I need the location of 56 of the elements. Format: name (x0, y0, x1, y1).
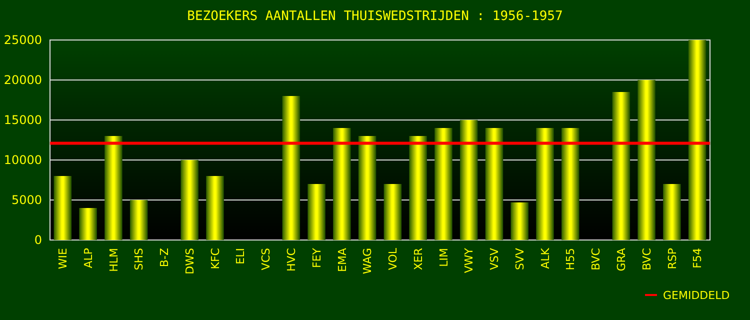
bar (308, 184, 326, 240)
x-tick-label: RSP (666, 248, 679, 270)
bar (358, 136, 376, 240)
bar (510, 202, 528, 240)
x-tick-label: H55 (564, 248, 578, 270)
x-tick-label: BVC (640, 248, 654, 270)
x-tick-label: WIE (56, 248, 70, 270)
x-tick-label: XER (412, 248, 425, 270)
bar (409, 136, 427, 240)
bar (612, 92, 630, 240)
bar (434, 128, 452, 240)
y-tick-label: 5000 (11, 192, 42, 207)
x-tick-label: EMA (336, 248, 349, 272)
x-tick-label: WAG (361, 248, 374, 274)
y-tick-label: 0 (34, 232, 42, 247)
x-tick-label: SVV (513, 248, 526, 270)
x-tick-label: DWS (183, 248, 196, 274)
legend-label: GEMIDDELD (663, 288, 730, 302)
x-tick-label: B-Z (158, 248, 172, 268)
bar (485, 128, 504, 240)
x-tick-label: KFC (208, 248, 222, 270)
bar (562, 128, 580, 240)
x-tick-label: HVC (285, 248, 298, 272)
y-tick-label: 20000 (4, 72, 42, 87)
y-tick-label: 15000 (4, 112, 42, 127)
chart-title: BEZOEKERS AANTALLEN THUISWEDSTRIJDEN : 1956-1957 (187, 9, 563, 24)
x-tick-label: F54 (691, 248, 704, 268)
x-tick-label: LIM (437, 248, 450, 267)
x-tick-label: VWY (462, 248, 476, 274)
bar (206, 176, 224, 240)
bar (663, 184, 681, 240)
bar (638, 80, 656, 240)
x-tick-label: ALP (82, 248, 95, 268)
x-tick-label: ELI (234, 248, 248, 264)
bar (54, 176, 72, 240)
bar (688, 40, 706, 240)
bar (79, 208, 97, 240)
x-tick-label: BVC (590, 248, 603, 270)
bar (180, 160, 198, 240)
bar (104, 136, 122, 240)
y-tick-label: 10000 (4, 152, 42, 167)
x-tick-label: VSV (488, 248, 502, 270)
x-tick-label: VCS (260, 248, 273, 270)
bar (333, 128, 351, 240)
bar (460, 120, 478, 240)
x-tick-label: SHS (132, 248, 146, 270)
bar (282, 96, 300, 240)
bar (536, 128, 554, 240)
x-tick-label: ALK (538, 247, 552, 269)
x-tick-label: HLM (107, 248, 120, 272)
bar (384, 184, 402, 240)
y-tick-label: 25000 (4, 32, 42, 47)
x-tick-label: VOL (386, 247, 400, 270)
x-tick-label: GRA (615, 248, 628, 272)
x-tick-label: FEY (310, 248, 324, 268)
bar (130, 200, 148, 240)
